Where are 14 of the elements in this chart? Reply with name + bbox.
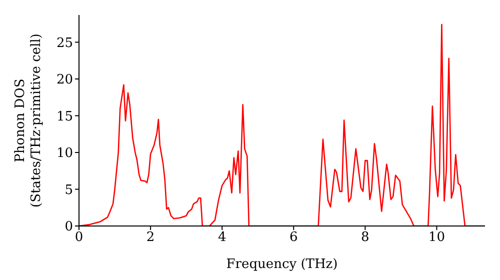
y-tick-label: 25 [56,36,73,51]
x-tick-label: 10 [428,230,445,246]
y-tick-label: 20 [56,72,73,88]
x-tick-label: 4 [218,230,226,246]
y-tick-label: 10 [56,146,73,162]
x-tick-label: 8 [361,230,370,246]
y-tick-label: 0 [64,220,73,235]
x-axis-title: Frequency (THz) [226,257,338,272]
y-tick-label: 5 [64,182,73,198]
y-axis-title: Phonon DOS (States/THz·primitive cell) [13,33,44,208]
x-tick-label: 6 [289,230,298,246]
x-tick-label: 0 [74,230,84,246]
y-tick-label: 15 [56,109,73,124]
x-tick-label: 2 [146,230,155,246]
